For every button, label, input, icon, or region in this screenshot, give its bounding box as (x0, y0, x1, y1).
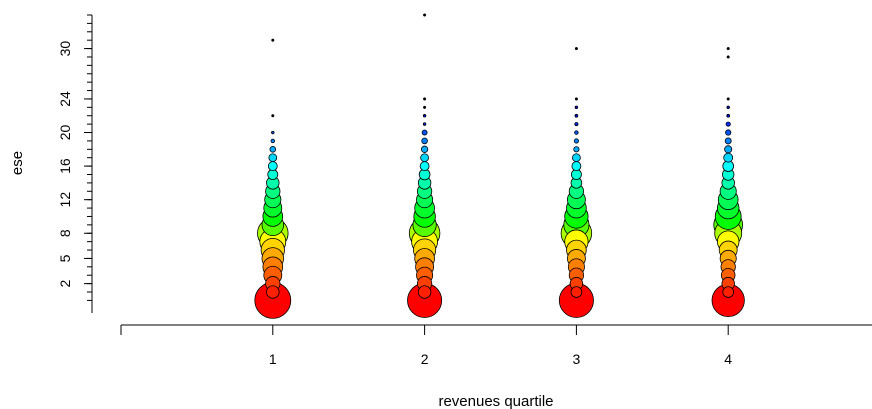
bubble-point (271, 130, 275, 135)
x-tick-label: 1 (269, 351, 277, 367)
bubble-point (423, 97, 427, 101)
bubble-point (573, 138, 579, 144)
bubble-point (726, 113, 731, 118)
bubble-point (422, 114, 427, 118)
bubble-point (570, 286, 583, 298)
bubble-point (268, 153, 278, 163)
bubble-point (271, 114, 275, 118)
x-axis: 1 2 3 4 (120, 324, 872, 367)
bubble-point (574, 47, 578, 51)
bubble-point (574, 105, 579, 110)
bubble-point (270, 138, 275, 144)
y-tick-label: 30 (57, 41, 73, 57)
bubble-point (419, 161, 430, 171)
bubble-point (267, 161, 278, 171)
bubble-point (422, 122, 427, 126)
bubble-point (725, 121, 731, 127)
y-axis-label: ese (9, 151, 26, 175)
bubble-point (722, 286, 734, 298)
bubble-point (574, 113, 579, 118)
y-tick-label: 24 (57, 91, 73, 107)
bubble-point (726, 47, 730, 51)
y-major-ticks: 2 5 8 12 16 20 24 30 (57, 41, 92, 288)
x-tick-label: 3 (573, 351, 581, 367)
bubble-point (420, 145, 429, 153)
x-ticks: 1 2 3 4 (120, 325, 732, 367)
bubble-point (269, 146, 277, 153)
bubble-point (573, 146, 580, 153)
bubble-point (421, 129, 428, 136)
bubble-point (572, 153, 581, 163)
bubble-point (420, 153, 429, 163)
y-tick-label: 5 (57, 254, 73, 262)
bubble-point (266, 285, 280, 299)
bubble-point (423, 105, 427, 109)
bubble-point (421, 137, 428, 145)
bubble-point (723, 152, 734, 163)
y-minor-ticks (87, 14, 92, 301)
bubble-point (724, 137, 732, 145)
bubble-point (726, 97, 730, 101)
bubble-points (254, 13, 745, 319)
bubble-point (725, 129, 732, 136)
y-axis: 2 5 8 12 16 20 24 30 (57, 14, 93, 313)
x-tick-label: 4 (724, 351, 732, 367)
bubble-point (724, 145, 733, 154)
bubble-point (271, 38, 275, 42)
x-axis-label: revenues quartile (438, 393, 553, 409)
y-tick-label: 8 (57, 229, 73, 237)
bubble-point (574, 130, 579, 135)
bubble-point (726, 55, 730, 59)
bubble-point (574, 97, 578, 101)
y-tick-label: 20 (57, 125, 73, 141)
bubble-point (417, 285, 432, 299)
y-tick-label: 2 (57, 280, 73, 288)
bubble-point (571, 161, 582, 171)
bubble-point (574, 122, 579, 127)
bubble-point (726, 105, 730, 110)
x-tick-label: 2 (421, 351, 429, 367)
y-tick-label: 12 (57, 192, 73, 208)
y-tick-label: 16 (57, 158, 73, 174)
bubble-point (423, 13, 427, 17)
